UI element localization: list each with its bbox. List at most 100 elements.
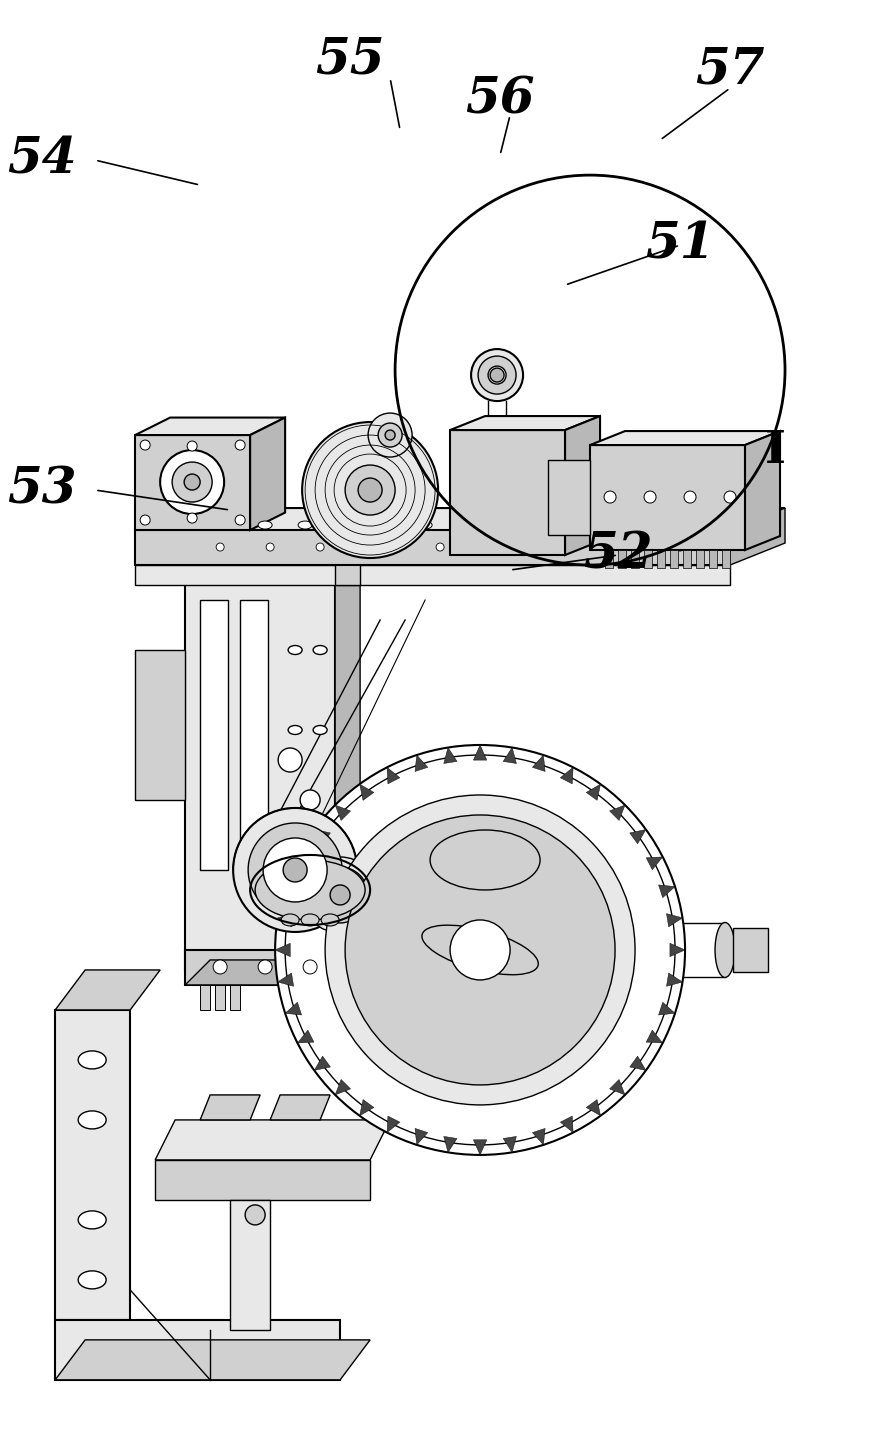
- Polygon shape: [185, 950, 360, 985]
- Ellipse shape: [418, 521, 432, 529]
- Circle shape: [235, 440, 245, 450]
- Polygon shape: [135, 651, 185, 799]
- Circle shape: [644, 490, 656, 503]
- Polygon shape: [335, 805, 350, 821]
- Polygon shape: [709, 551, 717, 568]
- Circle shape: [303, 960, 317, 974]
- Circle shape: [285, 755, 675, 1145]
- Ellipse shape: [313, 725, 327, 735]
- Ellipse shape: [458, 521, 472, 529]
- Polygon shape: [730, 508, 785, 565]
- Ellipse shape: [301, 914, 319, 927]
- Ellipse shape: [282, 914, 299, 927]
- Polygon shape: [387, 768, 400, 784]
- Circle shape: [604, 490, 616, 503]
- Polygon shape: [586, 784, 601, 801]
- Text: 56: 56: [465, 76, 535, 124]
- Polygon shape: [657, 551, 665, 568]
- Ellipse shape: [321, 914, 339, 927]
- Circle shape: [266, 543, 274, 551]
- Ellipse shape: [483, 852, 497, 908]
- Polygon shape: [135, 418, 285, 435]
- Ellipse shape: [378, 521, 392, 529]
- Polygon shape: [618, 551, 626, 568]
- Polygon shape: [298, 1030, 314, 1042]
- Polygon shape: [315, 829, 331, 844]
- Circle shape: [245, 1205, 266, 1226]
- Polygon shape: [55, 1320, 340, 1380]
- Polygon shape: [135, 531, 730, 565]
- Bar: [241, 601, 268, 869]
- Polygon shape: [135, 435, 250, 531]
- Ellipse shape: [478, 356, 516, 395]
- Polygon shape: [185, 960, 385, 985]
- Polygon shape: [298, 857, 314, 869]
- Polygon shape: [55, 970, 160, 1010]
- Ellipse shape: [364, 852, 377, 908]
- Polygon shape: [560, 1115, 573, 1133]
- Polygon shape: [305, 852, 560, 908]
- Circle shape: [345, 815, 615, 1085]
- Circle shape: [676, 543, 684, 551]
- Ellipse shape: [549, 852, 571, 908]
- Polygon shape: [658, 1002, 675, 1015]
- Polygon shape: [278, 914, 294, 927]
- Ellipse shape: [255, 859, 365, 919]
- Ellipse shape: [294, 852, 316, 908]
- Polygon shape: [450, 430, 565, 555]
- Polygon shape: [609, 1080, 625, 1095]
- Polygon shape: [444, 748, 457, 764]
- Circle shape: [345, 465, 395, 515]
- Polygon shape: [335, 1080, 350, 1095]
- Polygon shape: [666, 972, 683, 987]
- Polygon shape: [473, 745, 486, 761]
- Ellipse shape: [333, 852, 347, 908]
- Ellipse shape: [430, 829, 540, 889]
- Polygon shape: [185, 571, 335, 970]
- Circle shape: [496, 543, 504, 551]
- Circle shape: [616, 543, 624, 551]
- Polygon shape: [548, 460, 590, 535]
- Polygon shape: [590, 430, 780, 445]
- Polygon shape: [155, 1120, 390, 1160]
- Polygon shape: [666, 914, 683, 927]
- Bar: [230, 985, 241, 1010]
- Polygon shape: [285, 885, 302, 898]
- Polygon shape: [315, 1057, 331, 1071]
- Circle shape: [275, 745, 685, 1155]
- Circle shape: [376, 543, 384, 551]
- Circle shape: [343, 960, 357, 974]
- Polygon shape: [415, 755, 428, 771]
- Text: 54: 54: [7, 136, 77, 184]
- Polygon shape: [473, 1140, 486, 1155]
- Ellipse shape: [715, 922, 735, 978]
- Polygon shape: [532, 1128, 545, 1145]
- Polygon shape: [135, 565, 730, 585]
- Ellipse shape: [288, 645, 302, 655]
- Ellipse shape: [78, 1271, 106, 1288]
- Circle shape: [378, 423, 402, 448]
- Circle shape: [358, 478, 382, 502]
- Polygon shape: [275, 944, 290, 957]
- Polygon shape: [532, 755, 545, 771]
- Circle shape: [330, 885, 350, 905]
- Polygon shape: [586, 1100, 601, 1115]
- Polygon shape: [387, 1115, 400, 1133]
- Polygon shape: [560, 768, 573, 784]
- Polygon shape: [55, 1010, 130, 1320]
- Circle shape: [263, 838, 327, 902]
- Polygon shape: [285, 1002, 302, 1015]
- Polygon shape: [155, 1160, 370, 1200]
- Circle shape: [278, 748, 302, 772]
- Circle shape: [368, 413, 413, 458]
- Ellipse shape: [78, 1211, 106, 1228]
- Circle shape: [235, 515, 245, 525]
- Polygon shape: [185, 531, 360, 571]
- Polygon shape: [631, 551, 639, 568]
- Polygon shape: [270, 1095, 330, 1120]
- Text: 53: 53: [7, 466, 77, 515]
- Polygon shape: [658, 885, 675, 898]
- Text: 57: 57: [695, 46, 764, 94]
- Polygon shape: [55, 1340, 370, 1380]
- Ellipse shape: [313, 645, 327, 655]
